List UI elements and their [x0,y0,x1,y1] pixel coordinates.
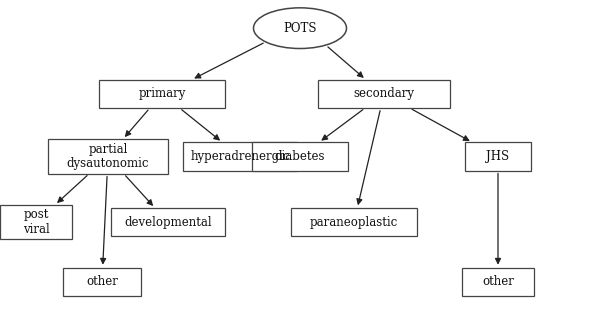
Text: POTS: POTS [283,22,317,35]
Text: paraneoplastic: paraneoplastic [310,216,398,229]
Bar [111,208,225,236]
Bar [99,80,225,108]
Text: developmental: developmental [124,216,212,229]
Text: primary: primary [139,87,185,100]
Ellipse shape [254,8,347,49]
Bar [462,268,534,296]
Bar [0,205,72,239]
Text: diabetes: diabetes [275,150,325,163]
Bar [48,139,168,174]
Bar [291,208,417,236]
Text: partial
dysautonomic: partial dysautonomic [67,142,149,171]
Text: JHS: JHS [487,150,509,163]
Text: other: other [86,275,118,288]
Bar [318,80,450,108]
Bar [465,142,531,171]
Text: post
viral: post viral [23,208,49,236]
Bar [183,142,297,171]
Text: other: other [482,275,514,288]
Bar [63,268,141,296]
Text: hyperadrenergic: hyperadrenergic [190,150,290,163]
Text: secondary: secondary [353,87,415,100]
Bar [252,142,348,171]
